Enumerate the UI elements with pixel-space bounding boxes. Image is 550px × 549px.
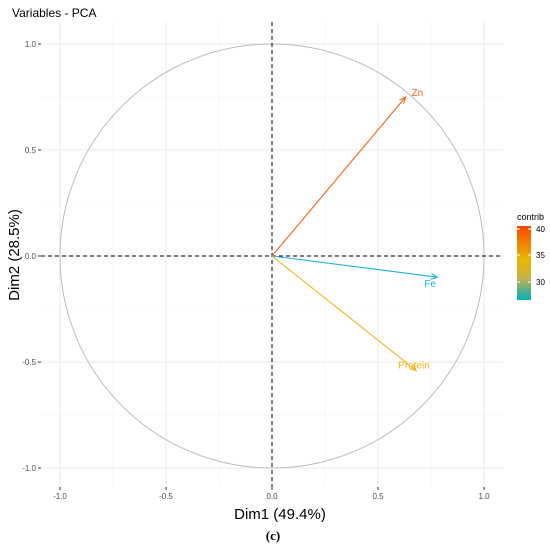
x-tick-label: 0.0 — [266, 492, 278, 501]
figure-caption: (c) — [266, 528, 280, 543]
y-tick-label: 0.5 — [25, 146, 37, 155]
y-tick-label: -0.5 — [22, 358, 36, 367]
y-tick-label: 0.0 — [25, 252, 37, 261]
y-tick-label: -1.0 — [22, 464, 36, 473]
fe-label: Fe — [424, 279, 436, 290]
legend-title: contrib — [517, 212, 544, 222]
legend-tick-label: 30 — [536, 278, 545, 287]
x-tick-label: 0.5 — [372, 492, 384, 501]
zn-label: Zn — [412, 88, 424, 99]
variable-arrows: Zn Fe Protein — [271, 88, 439, 372]
protein-arrow — [271, 255, 417, 371]
fe-arrow — [271, 255, 438, 278]
protein-label: Protein — [398, 360, 430, 371]
chart-title: Variables - PCA — [12, 6, 96, 20]
zn-arrowhead — [399, 95, 407, 104]
legend-tick-label: 40 — [536, 225, 545, 234]
legend-colorbar — [517, 226, 531, 300]
legend-tick-label: 35 — [536, 251, 545, 260]
zn-arrow — [271, 96, 406, 257]
protein-arrowhead — [409, 364, 418, 372]
x-tick-label: 1.0 — [478, 492, 490, 501]
x-tick-label: -1.0 — [53, 492, 67, 501]
fe-arrowhead — [430, 273, 439, 280]
x-axis-title: Dim1 (49.4%) — [234, 506, 326, 523]
x-tick-label: -0.5 — [159, 492, 173, 501]
y-axis-ticks: 1.0 0.5 0.0 -0.5 -1.0 — [22, 40, 41, 473]
x-axis-ticks: -1.0 -0.5 0.0 0.5 1.0 — [53, 487, 490, 501]
y-tick-label: 1.0 — [25, 40, 37, 49]
legend-ticks: 40 35 30 — [517, 225, 545, 287]
y-axis-title: Dim2 (28.5%) — [6, 209, 23, 301]
legend: contrib 40 35 30 — [517, 212, 545, 300]
